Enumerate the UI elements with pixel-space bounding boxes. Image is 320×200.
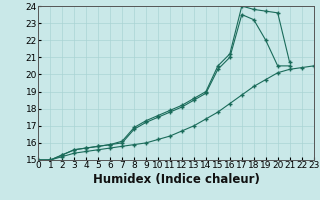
X-axis label: Humidex (Indice chaleur): Humidex (Indice chaleur) [92, 173, 260, 186]
